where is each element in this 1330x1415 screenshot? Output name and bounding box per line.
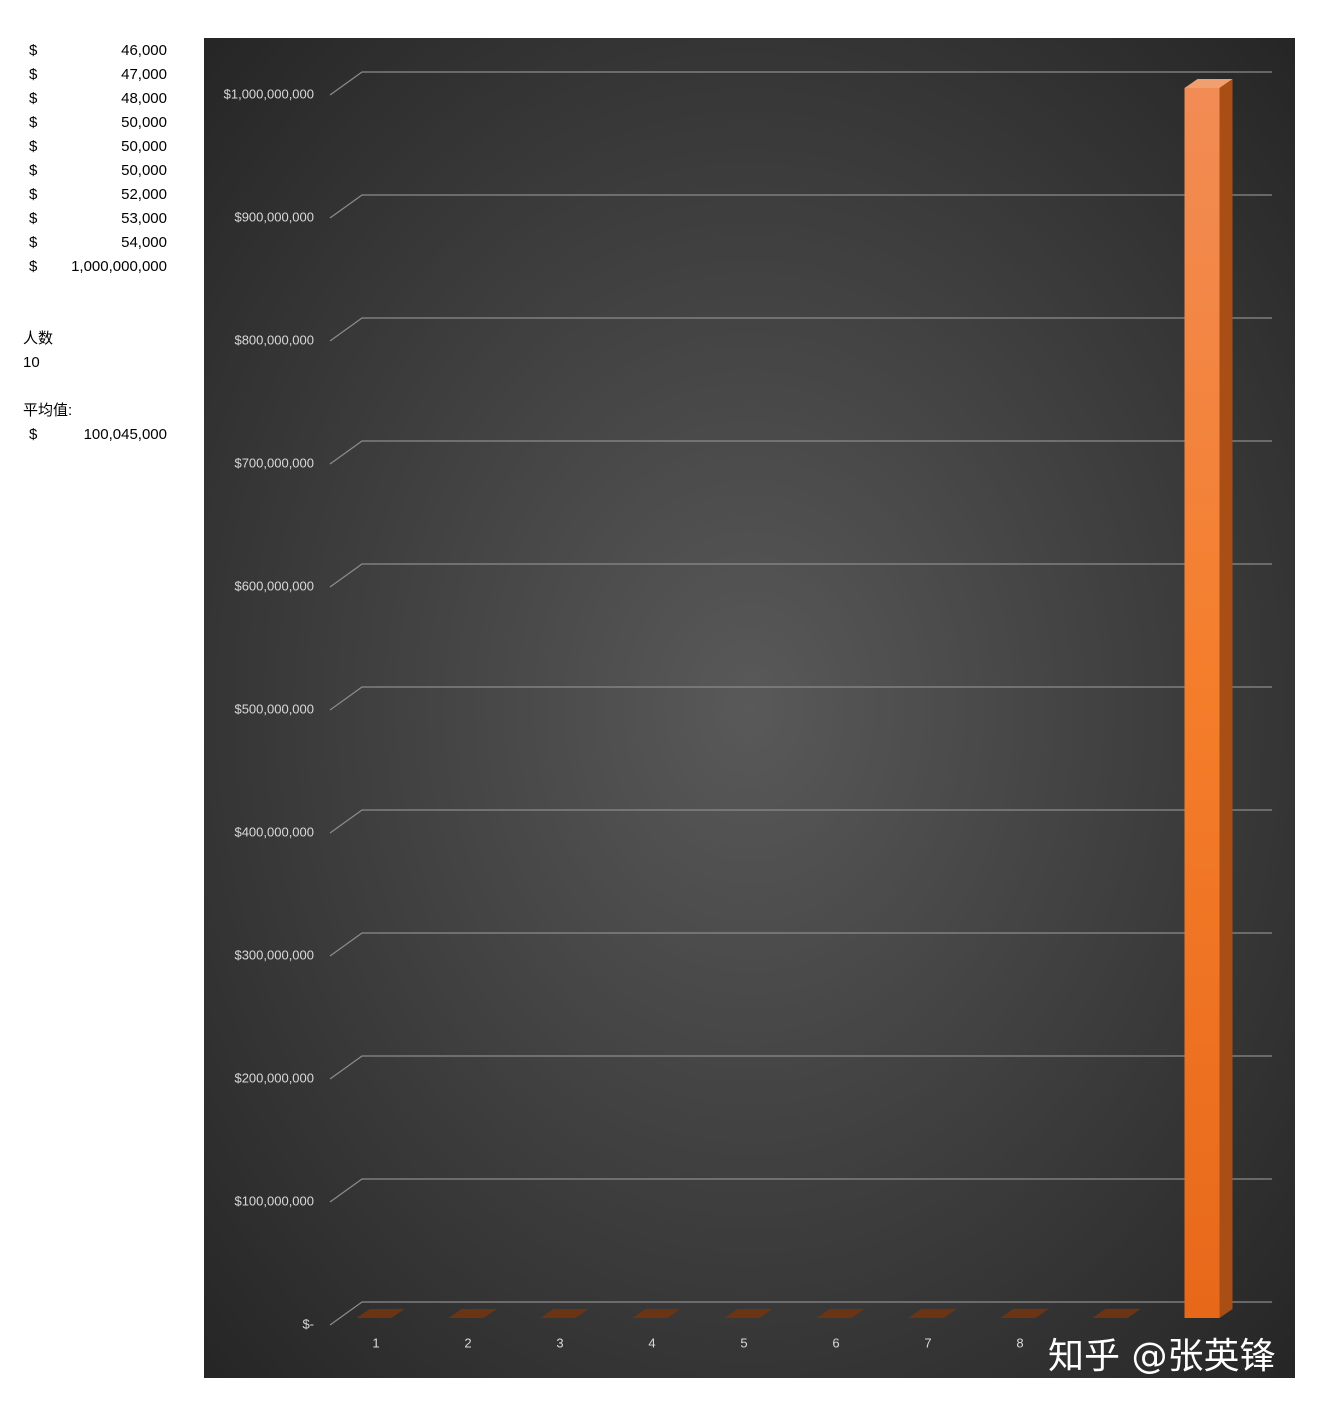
bar-top (724, 1308, 773, 1318)
bar-side (759, 1308, 773, 1318)
y-tick-label: $- (302, 1316, 314, 1331)
bar-side (575, 1308, 589, 1318)
currency-symbol: $ (29, 210, 38, 227)
y-tick-label: $1,000,000,000 (224, 86, 314, 101)
y-tick-label: $800,000,000 (234, 332, 314, 347)
currency-symbol: $ (29, 162, 38, 179)
bar-top (1184, 79, 1233, 88)
bar-top (908, 1308, 957, 1318)
bar (356, 1308, 405, 1318)
count-label: 人数 (23, 330, 53, 347)
bar-top (1000, 1308, 1049, 1318)
bar (632, 1308, 681, 1318)
sheet: $46,000 $ 47,000 $ 48,000 $ 50,000 $ 50,000 $ 50,0… (23, 42, 167, 443)
grid-line (329, 809, 1272, 834)
y-tick-label: $500,000,000 (234, 701, 314, 716)
bar (540, 1308, 589, 1318)
x-tick-label: 8 (1016, 1335, 1023, 1350)
bar-top (1092, 1308, 1141, 1318)
salary-amount: 47,000 (121, 66, 167, 83)
x-tick-label: 5 (740, 1335, 747, 1350)
bar (908, 1308, 957, 1318)
grid-line (329, 686, 1272, 711)
grid-line (329, 563, 1272, 588)
salary-amount: 52,000 (121, 186, 167, 203)
x-tick-label: 4 (648, 1335, 655, 1350)
currency-symbol: $ (29, 234, 38, 251)
salary-amount: 50,000 (121, 114, 167, 131)
currency-symbol: $ (29, 66, 38, 83)
grid-line (329, 194, 1272, 219)
grid-line (329, 440, 1272, 465)
count-value: 10 (23, 354, 40, 371)
y-tick-label: $200,000,000 (234, 1070, 314, 1085)
salary-amount: 50,000 (121, 138, 167, 155)
currency-symbol: $ (29, 186, 38, 203)
bar-side (851, 1308, 865, 1318)
salary-amount: 48,000 (121, 90, 167, 107)
currency-symbol: $ (29, 90, 38, 107)
salary-amount: 50,000 (121, 162, 167, 179)
salary-amount: 53,000 (121, 210, 167, 227)
y-tick-label: $400,000,000 (234, 824, 314, 839)
bar-side (667, 1308, 681, 1318)
chart: $- $100,000,000 $200,000,000 $300,000,000 $4… (224, 71, 1272, 1350)
bar-top (448, 1308, 497, 1318)
x-tick-label: 3 (556, 1335, 563, 1350)
y-tick-label: $300,000,000 (234, 947, 314, 962)
bar (1092, 1308, 1141, 1318)
salary-amount: 54,000 (121, 234, 167, 251)
bar-top (816, 1308, 865, 1318)
bar-top (540, 1308, 589, 1318)
average-label: 平均值: (23, 402, 72, 419)
chart-area (204, 38, 1295, 1378)
grid-line (329, 1055, 1272, 1080)
bar (448, 1308, 497, 1318)
grid-line (329, 1301, 1272, 1326)
grid-line (329, 71, 1272, 96)
grid-line (329, 932, 1272, 957)
bar-top (632, 1308, 681, 1318)
y-tick-label: $900,000,000 (234, 209, 314, 224)
y-tick-label: $600,000,000 (234, 578, 314, 593)
bar-side (1127, 1308, 1141, 1318)
x-tick-label: 1 (372, 1335, 379, 1350)
x-tick-label: 2 (464, 1335, 471, 1350)
salary-amount: 1,000,000,000 (71, 258, 167, 275)
grid-line (329, 1178, 1272, 1203)
y-tick-label: $700,000,000 (234, 455, 314, 470)
currency-symbol: $ (29, 258, 38, 275)
x-tick-label: 6 (832, 1335, 839, 1350)
currency-symbol: $ (29, 42, 38, 59)
bar (1000, 1308, 1049, 1318)
salary-amount: 46,000 (121, 42, 167, 59)
bar (1184, 79, 1233, 1318)
bar-side (1219, 79, 1233, 1318)
watermark: 知乎 @张英锋 (1048, 1336, 1275, 1377)
bar-front (1184, 88, 1220, 1318)
currency-symbol: $ (29, 426, 38, 443)
y-tick-label: $100,000,000 (234, 1193, 314, 1208)
bar-side (391, 1308, 405, 1318)
currency-symbol: $ (29, 114, 38, 131)
bar-side (943, 1308, 957, 1318)
x-tick-label: 7 (924, 1335, 931, 1350)
bar (724, 1308, 773, 1318)
bar (816, 1308, 865, 1318)
average-amount: 100,045,000 (84, 426, 167, 443)
currency-symbol: $ (29, 138, 38, 155)
bar-side (483, 1308, 497, 1318)
bar-top (356, 1308, 405, 1318)
grid-line (329, 317, 1272, 342)
bar-side (1035, 1308, 1049, 1318)
